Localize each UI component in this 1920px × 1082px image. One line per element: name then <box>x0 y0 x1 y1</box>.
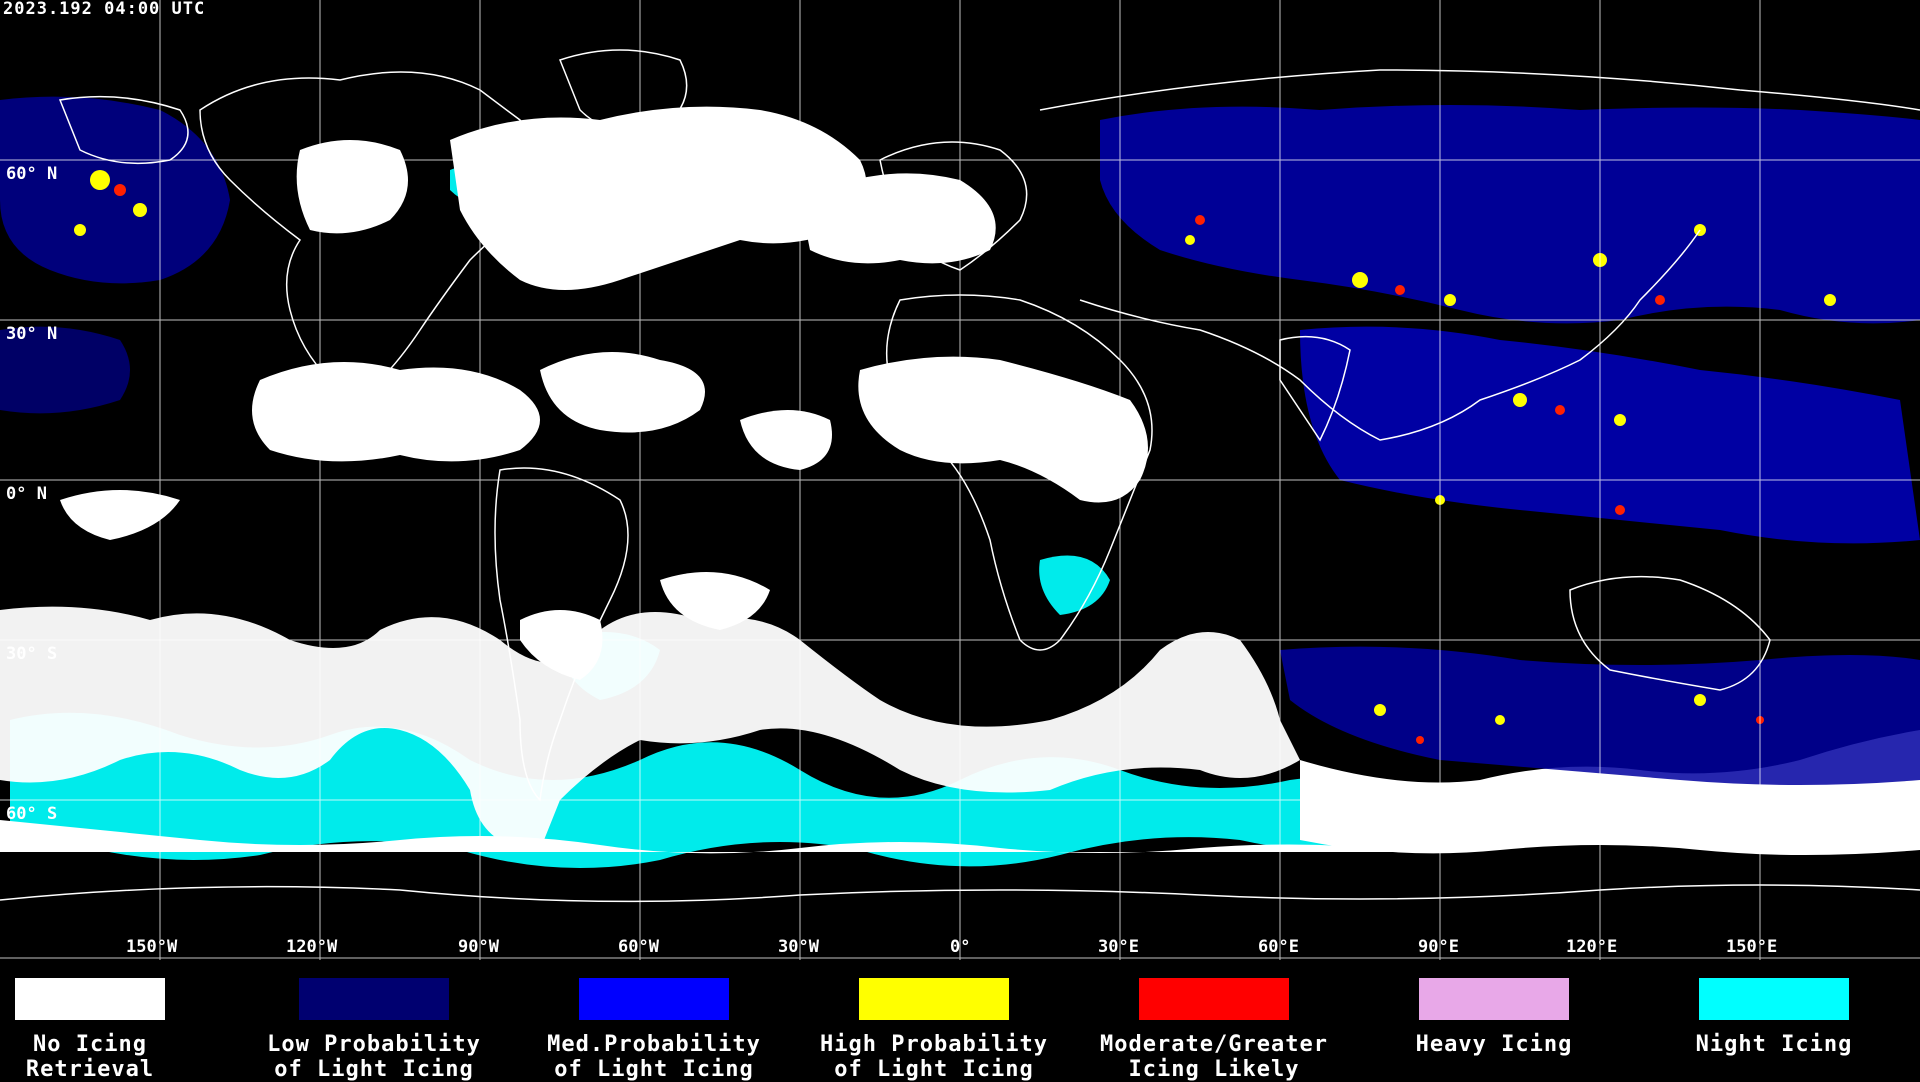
latitude-label: 30° N <box>6 324 58 344</box>
legend-swatch <box>1419 978 1569 1020</box>
longitude-label: 30°E <box>1098 937 1139 957</box>
longitude-label: 90°E <box>1418 937 1459 957</box>
legend-item-low-probability: Low Probability of Light Icing <box>234 978 514 1082</box>
legend-label: Moderate/Greater Icing Likely <box>1100 1032 1328 1082</box>
legend-item-moderate-icing: Moderate/Greater Icing Likely <box>1074 978 1354 1082</box>
longitude-label: 120°W <box>286 937 338 957</box>
legend-swatch <box>15 978 165 1020</box>
timestamp: 2023.192 04:00 UTC <box>3 0 206 19</box>
graticule <box>0 0 1920 960</box>
icing-map: 60° N 30° N 0° N 30° S 60° S 150°W 120°W… <box>0 0 1920 960</box>
legend-label: Night Icing <box>1695 1032 1853 1057</box>
legend-label: Med.Probability of Light Icing <box>547 1032 761 1082</box>
legend-swatch <box>299 978 449 1020</box>
legend-label: Low Probability of Light Icing <box>267 1032 481 1082</box>
longitude-label: 60°W <box>618 937 659 957</box>
legend-swatch <box>859 978 1009 1020</box>
legend-label: No Icing Retrieval <box>25 1032 155 1082</box>
coastlines <box>0 49 1920 903</box>
longitude-label: 60°E <box>1258 937 1299 957</box>
longitude-label: 150°W <box>126 937 178 957</box>
legend-item-night-icing: Night Icing <box>1634 978 1914 1057</box>
legend-label: High Probability of Light Icing <box>820 1032 1048 1082</box>
longitude-label: 90°W <box>458 937 499 957</box>
latitude-label: 0° N <box>6 484 47 504</box>
latitude-label: 60° S <box>6 804 58 824</box>
longitude-label: 150°E <box>1726 937 1778 957</box>
longitude-label: 0° <box>950 937 971 957</box>
longitude-label: 120°E <box>1566 937 1618 957</box>
latitude-label: 30° S <box>6 644 58 664</box>
legend-item-high-probability: High Probability of Light Icing <box>794 978 1074 1082</box>
latitude-label: 60° N <box>6 164 58 184</box>
legend-swatch <box>1139 978 1289 1020</box>
legend-item-med-probability: Med.Probability of Light Icing <box>514 978 794 1082</box>
no-icing-retrieval-areas <box>0 106 1920 855</box>
legend-item-no-icing: No Icing Retrieval <box>0 978 230 1082</box>
legend-item-heavy-icing: Heavy Icing <box>1354 978 1634 1057</box>
legend-swatch <box>579 978 729 1020</box>
longitude-label: 30°W <box>778 937 819 957</box>
legend-swatch <box>1699 978 1849 1020</box>
legend-label: Heavy Icing <box>1415 1032 1573 1057</box>
legend: No Icing Retrieval Low Probability of Li… <box>0 960 1920 1082</box>
